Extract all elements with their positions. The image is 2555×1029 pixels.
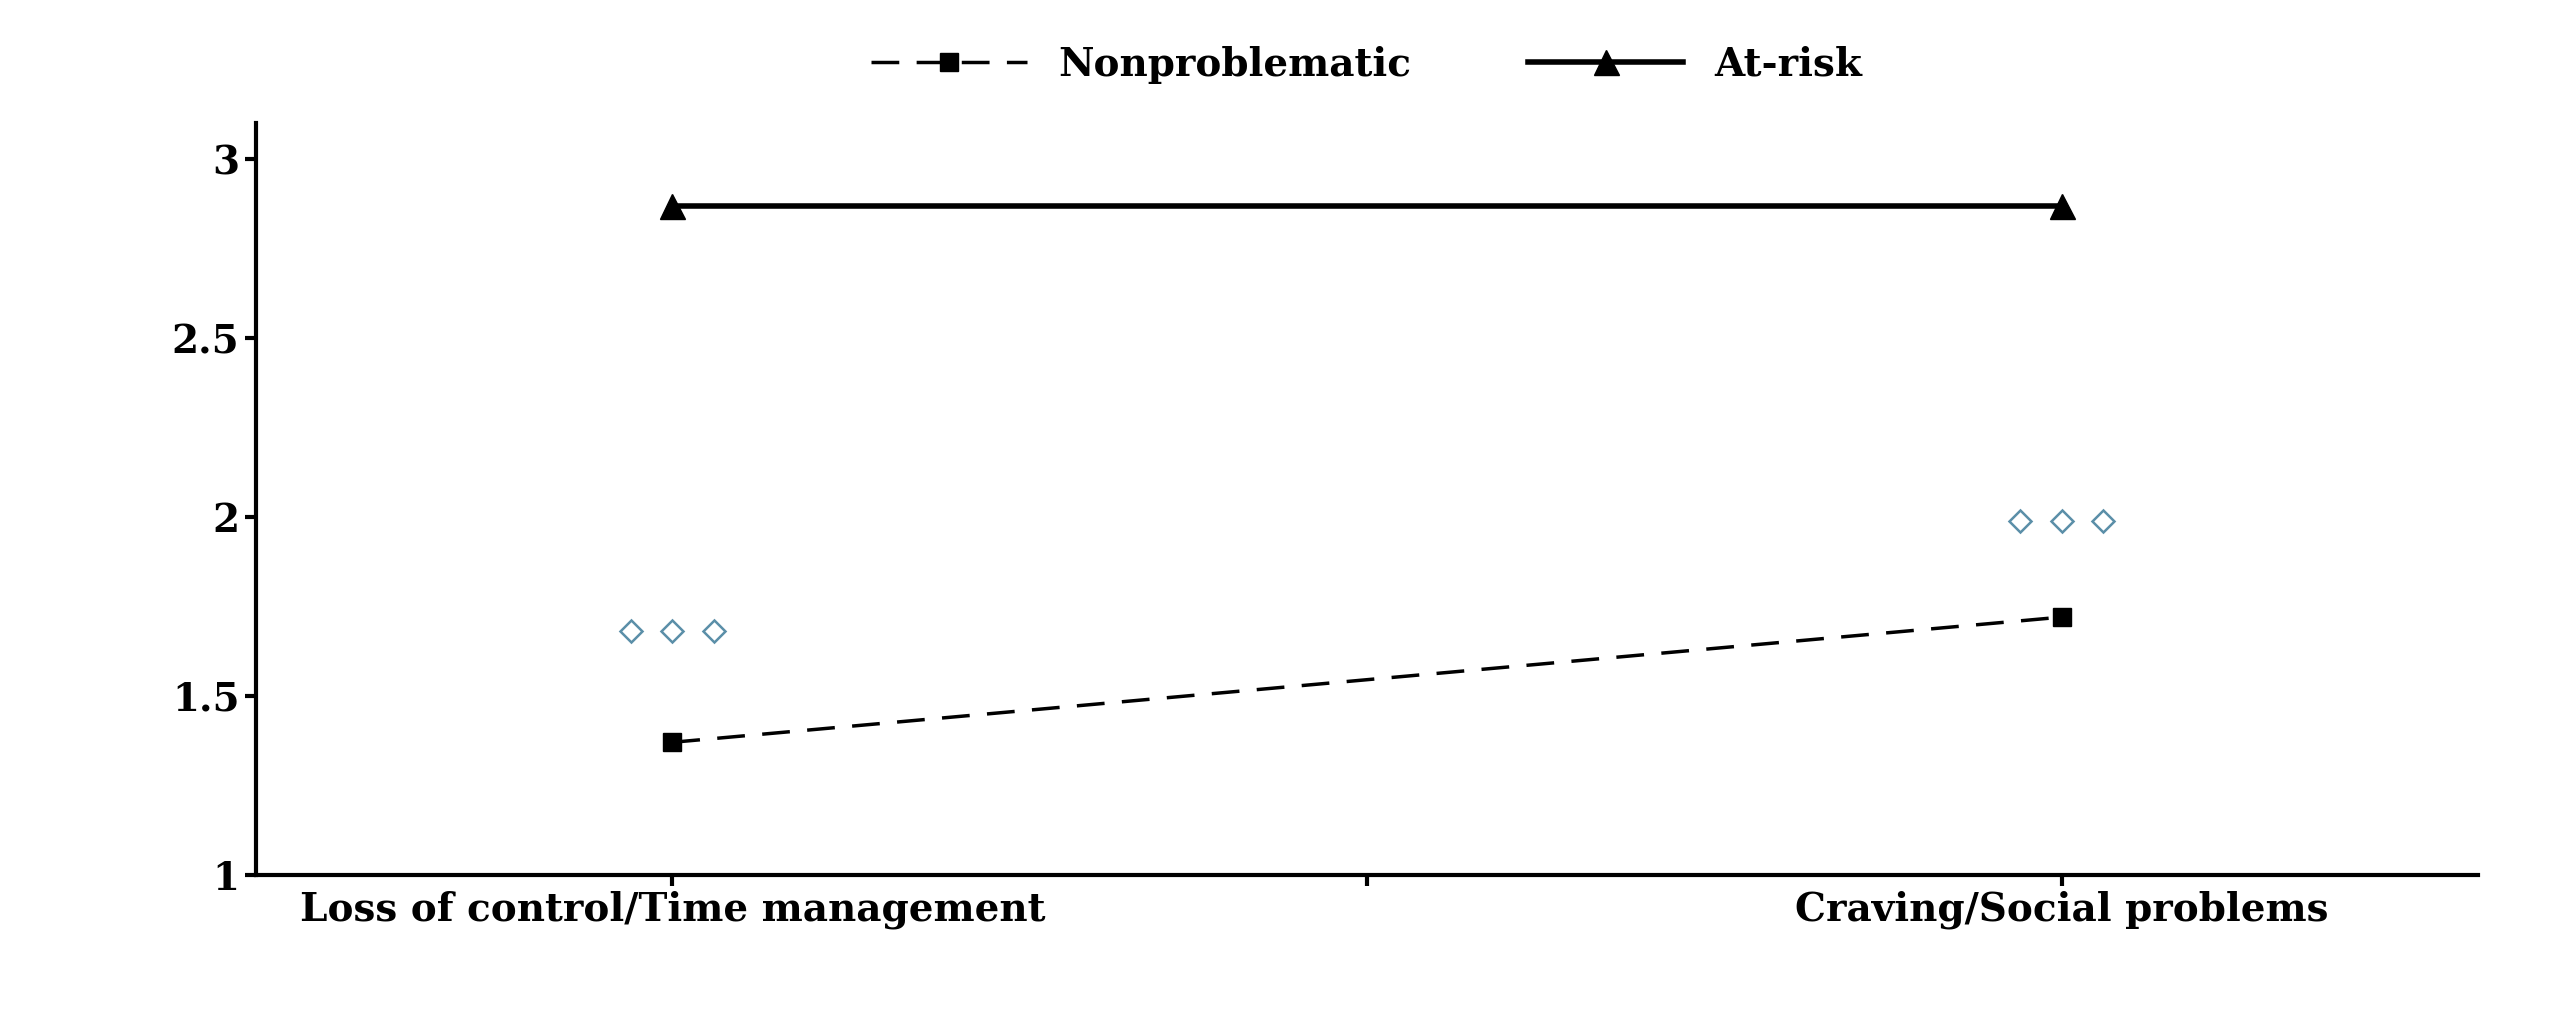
Legend: Nonproblematic, At-risk: Nonproblematic, At-risk	[856, 30, 1878, 100]
